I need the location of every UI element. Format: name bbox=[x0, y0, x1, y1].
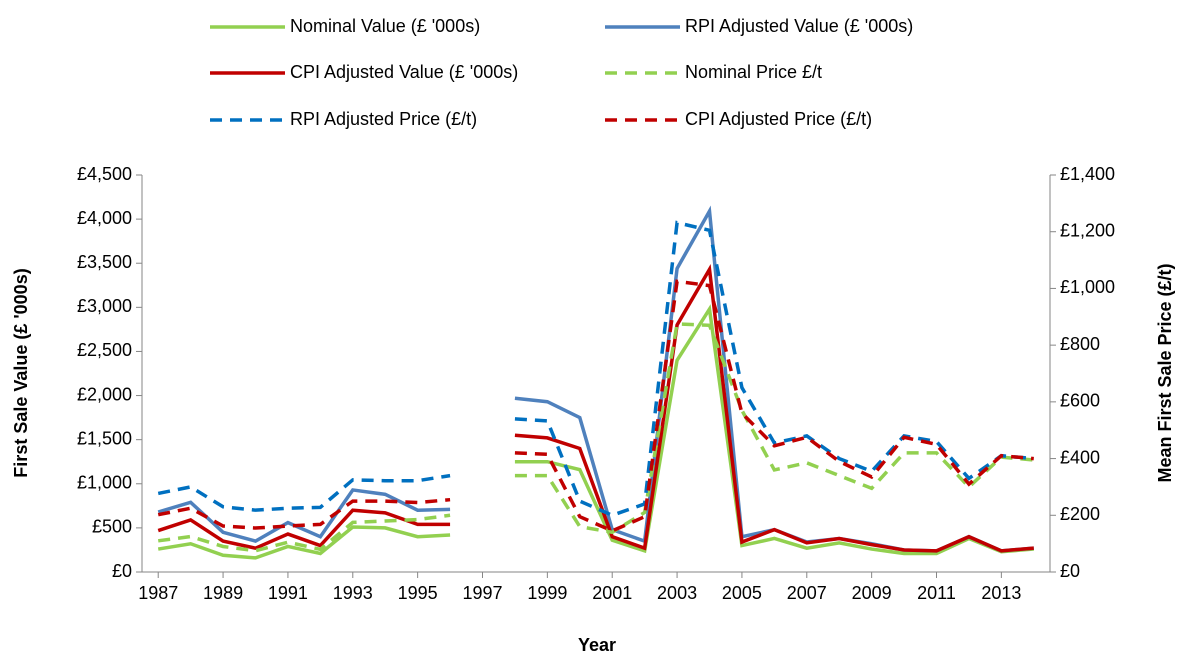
x-axis-title: Year bbox=[578, 635, 616, 655]
legend-label: CPI Adjusted Value (£ '000s) bbox=[290, 62, 518, 82]
x-tick-label: 1995 bbox=[398, 583, 438, 603]
y2-tick-label: £200 bbox=[1060, 504, 1100, 524]
series-line bbox=[157, 304, 1034, 560]
y-tick-label: £1,000 bbox=[77, 473, 132, 493]
x-tick-label: 1991 bbox=[268, 583, 308, 603]
series-line bbox=[157, 220, 1034, 518]
x-tick-label: 2009 bbox=[852, 583, 892, 603]
x-tick-label: 2001 bbox=[592, 583, 632, 603]
y2-tick-label: £1,200 bbox=[1060, 220, 1115, 240]
series-line bbox=[157, 322, 1034, 553]
y2-tick-label: £1,400 bbox=[1060, 164, 1115, 184]
y-tick-label: £0 bbox=[112, 561, 132, 581]
y2-tick-label: £0 bbox=[1060, 561, 1080, 581]
x-tick-label: 1993 bbox=[333, 583, 373, 603]
y-tick-label: £3,000 bbox=[77, 296, 132, 316]
legend-label: Nominal Price £/t bbox=[685, 62, 822, 82]
x-tick-label: 2011 bbox=[917, 583, 956, 603]
y2-tick-label: £800 bbox=[1060, 334, 1100, 354]
y-tick-label: £3,500 bbox=[77, 252, 132, 272]
legend-label: RPI Adjusted Price (£/t) bbox=[290, 109, 477, 129]
y-tick-label: £1,500 bbox=[77, 428, 132, 448]
series-line bbox=[157, 205, 1034, 553]
y-tick-label: £2,500 bbox=[77, 340, 132, 360]
x-tick-label: 2003 bbox=[657, 583, 697, 603]
x-tick-label: 1999 bbox=[527, 583, 567, 603]
x-tick-label: 1997 bbox=[462, 583, 502, 603]
y2-tick-label: £400 bbox=[1060, 447, 1100, 467]
y2-tick-label: £600 bbox=[1060, 391, 1100, 411]
y2-tick-label: £1,000 bbox=[1060, 277, 1115, 297]
series-line bbox=[157, 264, 1034, 553]
y2-axis-title: Mean First Sale Price (£/t) bbox=[1155, 263, 1175, 482]
x-tick-label: 2005 bbox=[722, 583, 762, 603]
series-line bbox=[157, 279, 1034, 533]
legend-label: RPI Adjusted Value (£ '000s) bbox=[685, 16, 913, 36]
y-tick-label: £4,000 bbox=[77, 208, 132, 228]
legend-label: Nominal Value (£ '000s) bbox=[290, 16, 480, 36]
y-tick-label: £2,000 bbox=[77, 384, 132, 404]
x-tick-label: 1989 bbox=[203, 583, 243, 603]
x-tick-label: 1987 bbox=[138, 583, 178, 603]
y-axis-title: First Sale Value (£ '000s) bbox=[11, 268, 31, 477]
x-tick-label: 2007 bbox=[787, 583, 827, 603]
y-tick-label: £4,500 bbox=[77, 164, 132, 184]
y-tick-label: £500 bbox=[92, 517, 132, 537]
legend-label: CPI Adjusted Price (£/t) bbox=[685, 109, 872, 129]
x-tick-label: 2013 bbox=[981, 583, 1021, 603]
